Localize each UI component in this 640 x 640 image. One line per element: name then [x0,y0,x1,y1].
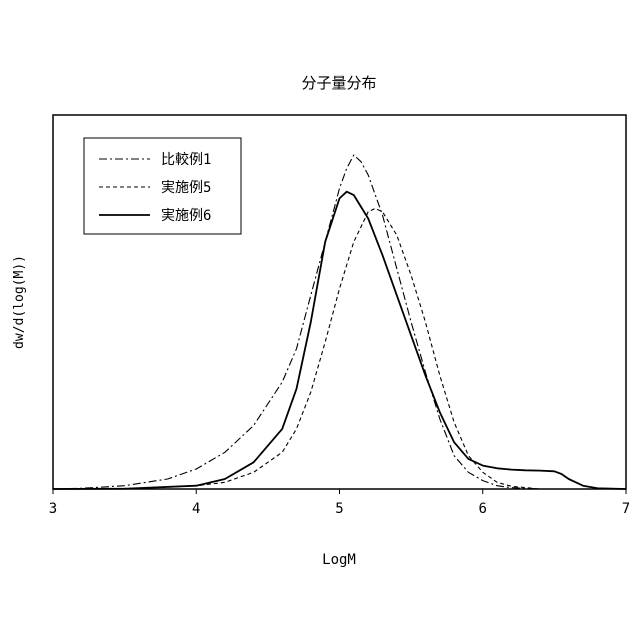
legend-label-2: 実施例5 [161,180,211,196]
x-axis-label: LogM [322,552,356,568]
series-line-3 [53,192,626,489]
legend: 比較例1 実施例5 実施例6 [84,138,241,234]
x-tick-label: 4 [192,501,200,517]
legend-label-3: 実施例6 [161,208,211,224]
x-tick-label: 6 [479,501,487,517]
x-tick-label: 5 [335,501,343,517]
x-axis-ticks: 3 4 5 6 7 [49,489,630,517]
chart-title: 分子量分布 [301,74,376,92]
legend-label-1: 比較例1 [161,152,211,168]
x-tick-label: 7 [622,501,630,517]
y-axis-label: dw/d(log(M)) [12,255,27,349]
x-tick-label: 3 [49,501,57,517]
